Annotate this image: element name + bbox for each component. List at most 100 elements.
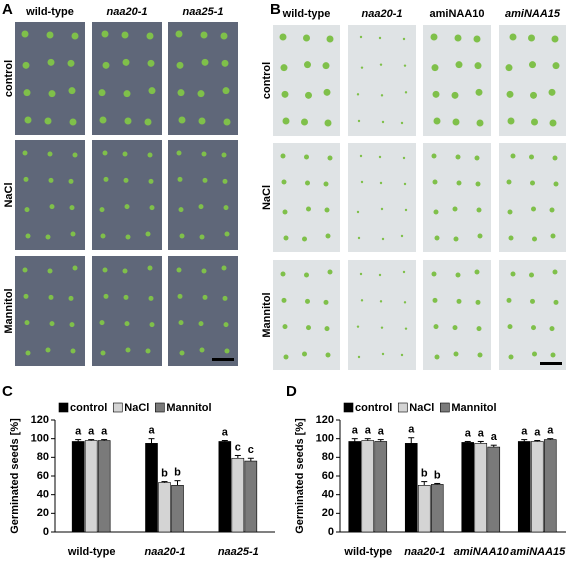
seedling bbox=[72, 152, 78, 158]
bar bbox=[487, 446, 501, 533]
seedling bbox=[474, 62, 482, 70]
seedling bbox=[380, 326, 384, 329]
seedling bbox=[281, 179, 287, 185]
seedling bbox=[551, 35, 559, 43]
seedling bbox=[178, 116, 186, 124]
seedling-photo bbox=[273, 260, 340, 370]
seedling bbox=[356, 210, 360, 214]
significance-letter: a bbox=[534, 426, 541, 438]
legend-swatch bbox=[155, 402, 165, 413]
seedling bbox=[176, 61, 184, 69]
seedling bbox=[176, 150, 182, 156]
seedling bbox=[432, 90, 440, 98]
seedling bbox=[145, 348, 151, 354]
bar bbox=[517, 441, 531, 533]
seedling bbox=[380, 207, 384, 211]
seedling bbox=[68, 295, 74, 301]
seedling bbox=[149, 205, 155, 211]
seedling bbox=[23, 176, 29, 182]
seedling bbox=[324, 207, 330, 213]
seedling bbox=[21, 30, 29, 38]
seedling bbox=[475, 88, 483, 96]
seedling bbox=[147, 265, 153, 271]
seedling bbox=[48, 177, 54, 183]
seedling bbox=[529, 61, 536, 69]
seedling bbox=[70, 231, 76, 237]
seedling bbox=[404, 208, 408, 212]
seedling-photo bbox=[92, 256, 162, 366]
seedling bbox=[46, 31, 54, 39]
seedling bbox=[453, 351, 459, 357]
column-header: naa25-1 bbox=[183, 6, 224, 18]
seedling bbox=[102, 150, 108, 156]
seedling bbox=[176, 267, 182, 273]
seedling bbox=[325, 233, 331, 239]
seedling bbox=[146, 32, 154, 40]
seedling bbox=[360, 180, 364, 184]
x-tick-label: amiNAA10 bbox=[454, 546, 510, 558]
x-tick-label: amiNAA15 bbox=[510, 546, 566, 558]
y-tick-label: 40 bbox=[322, 489, 334, 501]
seedling bbox=[121, 31, 129, 39]
seedling bbox=[356, 325, 360, 328]
seedling bbox=[282, 324, 288, 330]
significance-letter: b bbox=[161, 468, 168, 480]
seedling bbox=[201, 268, 207, 274]
seedling bbox=[506, 179, 512, 185]
row-label: control bbox=[3, 60, 15, 97]
seedling bbox=[199, 234, 205, 240]
seedling bbox=[98, 89, 106, 97]
seedling bbox=[47, 268, 53, 274]
seedling bbox=[148, 87, 156, 95]
significance-letter: a bbox=[521, 426, 528, 438]
seedling bbox=[531, 325, 536, 331]
seedling bbox=[220, 32, 228, 40]
seedling bbox=[357, 236, 361, 240]
seedling-photo bbox=[168, 22, 238, 135]
seedling bbox=[197, 90, 205, 98]
seedling bbox=[529, 272, 534, 278]
seedling bbox=[378, 155, 382, 159]
seedling bbox=[69, 118, 77, 126]
seedling bbox=[123, 90, 131, 98]
seedling bbox=[124, 204, 130, 210]
seedling bbox=[22, 267, 28, 273]
seedling bbox=[529, 154, 534, 160]
seedling bbox=[508, 354, 514, 360]
seedling bbox=[531, 206, 536, 212]
seedling bbox=[305, 180, 310, 186]
seedling bbox=[221, 265, 227, 271]
seedling bbox=[198, 321, 204, 327]
seedling bbox=[304, 154, 309, 160]
seedling bbox=[507, 117, 515, 125]
seedling bbox=[322, 62, 330, 70]
seedling bbox=[178, 320, 184, 326]
seedling bbox=[324, 326, 330, 332]
seedling bbox=[122, 58, 130, 66]
seedling bbox=[455, 154, 461, 160]
seedling bbox=[279, 33, 287, 41]
significance-letter: a bbox=[378, 426, 385, 438]
x-tick-label: wild-type bbox=[67, 546, 116, 558]
significance-letter: a bbox=[75, 426, 82, 438]
seedling bbox=[432, 179, 438, 185]
seedling bbox=[431, 153, 437, 159]
seedling-photo bbox=[348, 260, 416, 370]
legend-swatch bbox=[397, 402, 408, 413]
seedling bbox=[531, 118, 538, 126]
seedling bbox=[305, 91, 312, 99]
seedling bbox=[280, 271, 286, 277]
legend-swatch bbox=[343, 402, 354, 413]
seedling bbox=[550, 352, 556, 358]
seedling bbox=[49, 204, 55, 210]
seedling bbox=[550, 233, 556, 239]
significance-letter: a bbox=[491, 431, 498, 443]
seedling bbox=[222, 178, 228, 184]
seedling bbox=[510, 153, 516, 159]
seedling bbox=[202, 294, 208, 300]
seedling bbox=[280, 64, 288, 72]
seedling bbox=[323, 181, 329, 187]
seedling bbox=[433, 117, 441, 125]
seedling bbox=[549, 326, 555, 332]
